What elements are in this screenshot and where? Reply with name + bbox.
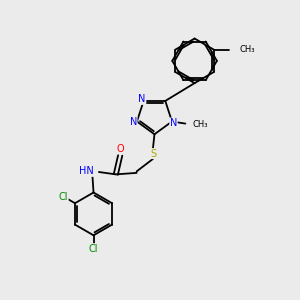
Text: HN: HN: [79, 167, 94, 176]
Text: N: N: [130, 116, 137, 127]
Text: CH₃: CH₃: [239, 45, 255, 54]
Text: O: O: [116, 144, 124, 154]
Text: N: N: [170, 118, 177, 128]
Text: Cl: Cl: [89, 244, 98, 254]
Text: S: S: [150, 148, 156, 159]
Text: CH₃: CH₃: [192, 120, 208, 129]
Text: Cl: Cl: [59, 191, 68, 202]
Text: N: N: [139, 94, 146, 104]
